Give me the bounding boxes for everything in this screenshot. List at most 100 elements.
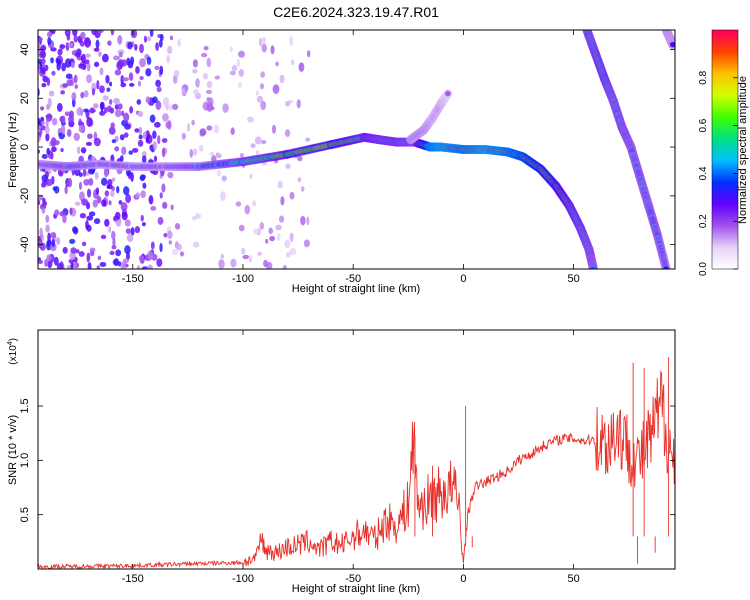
noise-cell: [159, 242, 163, 253]
noise-cell: [275, 224, 282, 231]
noise-cell: [213, 124, 220, 134]
noise-cell: [46, 254, 52, 262]
spectrogram-x-axis: -150 -100 -50 0 50: [122, 30, 580, 285]
noise-cell: [280, 196, 285, 206]
noise-cell: [238, 82, 242, 88]
noise-cell: [149, 30, 154, 38]
noise-cell: [137, 139, 144, 147]
noise-cell: [103, 167, 109, 178]
noise-cell: [100, 101, 104, 112]
snr-series: [38, 357, 675, 569]
noise-cell: [265, 238, 269, 244]
noise-cell: [77, 146, 81, 155]
noise-cell: [51, 117, 58, 126]
noise-cell: [95, 187, 100, 195]
noise-cell: [239, 153, 244, 158]
trace-cell: [669, 42, 675, 48]
noise-cell: [161, 183, 166, 193]
noise-cell: [80, 147, 87, 154]
noise-cell: [40, 116, 44, 122]
noise-cell: [135, 66, 140, 74]
noise-cell: [167, 230, 173, 239]
noise-cell: [45, 214, 50, 223]
noise-cell: [138, 126, 143, 135]
noise-cell: [120, 74, 124, 85]
noise-cell: [158, 39, 163, 48]
noise-cell: [73, 35, 78, 43]
noise-cell: [78, 124, 85, 133]
noise-cell: [83, 179, 90, 186]
noise-cell: [107, 179, 113, 186]
noise-cell: [238, 224, 245, 232]
noise-cell: [255, 90, 259, 96]
noise-cell: [111, 139, 117, 144]
noise-cell: [123, 112, 130, 122]
colorbar-gradient: [711, 29, 739, 270]
noise-cell: [147, 250, 154, 261]
noise-cell: [202, 72, 208, 80]
noise-cell: [39, 227, 43, 238]
noise-cell: [89, 107, 95, 114]
noise-cell: [103, 106, 108, 114]
noise-cell: [206, 125, 213, 131]
trace-cell: [590, 266, 597, 269]
noise-cell: [139, 76, 144, 81]
noise-cell: [241, 247, 246, 255]
noise-cell: [97, 30, 104, 34]
x-tick-label: -50: [345, 573, 361, 585]
spectrogram-frame: [37, 29, 676, 270]
noise-cell: [305, 137, 311, 142]
colorbar-tick-label: 0.8: [698, 70, 709, 84]
noise-cell: [229, 46, 234, 53]
noise-cell: [67, 177, 73, 188]
y-tick-label: -40: [19, 237, 31, 253]
noise-cell: [125, 252, 130, 261]
noise-cell: [130, 172, 134, 182]
noise-cell: [117, 59, 124, 69]
noise-cell: [150, 206, 157, 211]
noise-cell: [60, 90, 66, 95]
noise-cell: [93, 61, 100, 68]
noise-cell: [259, 222, 265, 230]
noise-cell: [206, 57, 212, 68]
noise-cell: [56, 102, 63, 112]
noise-cell: [121, 211, 128, 221]
noise-cell: [85, 141, 93, 146]
noise-cell: [110, 30, 115, 36]
noise-cell: [192, 59, 198, 68]
noise-cell: [170, 204, 174, 211]
noise-cell: [128, 150, 133, 155]
noise-cell: [69, 238, 76, 244]
noise-cell: [162, 201, 168, 209]
noise-cell: [111, 230, 116, 240]
noise-cell: [86, 224, 92, 232]
noise-cell: [142, 182, 147, 189]
noise-cell: [45, 224, 50, 233]
noise-cell: [56, 62, 61, 71]
noise-cell: [93, 47, 100, 52]
noise-cell: [139, 57, 146, 68]
noise-cell: [229, 70, 236, 76]
noise-cell: [101, 177, 108, 186]
noise-cell: [269, 235, 276, 242]
noise-cell: [203, 45, 209, 51]
noise-cell: [101, 199, 107, 207]
noise-cell: [134, 128, 140, 133]
colorbar-tick-label: 0.2: [698, 214, 709, 228]
snr-panel: -150 -100 -50 0 50 0.5 1.0 1.5 Height of strai…: [7, 329, 676, 595]
noise-cell: [65, 73, 73, 80]
x-tick-label: 50: [567, 273, 579, 285]
noise-cell: [108, 126, 116, 135]
noise-cell: [104, 218, 110, 227]
noise-cell: [116, 185, 120, 194]
noise-cell: [79, 191, 85, 202]
y-tick-label: -20: [19, 188, 31, 204]
noise-cell: [285, 163, 291, 169]
noise-cell: [79, 40, 85, 47]
noise-cell: [136, 265, 141, 269]
noise-cell: [149, 114, 156, 123]
noise-cell: [173, 69, 180, 78]
noise-cell: [88, 178, 94, 186]
noise-cell: [279, 74, 285, 84]
noise-cell: [306, 216, 310, 226]
